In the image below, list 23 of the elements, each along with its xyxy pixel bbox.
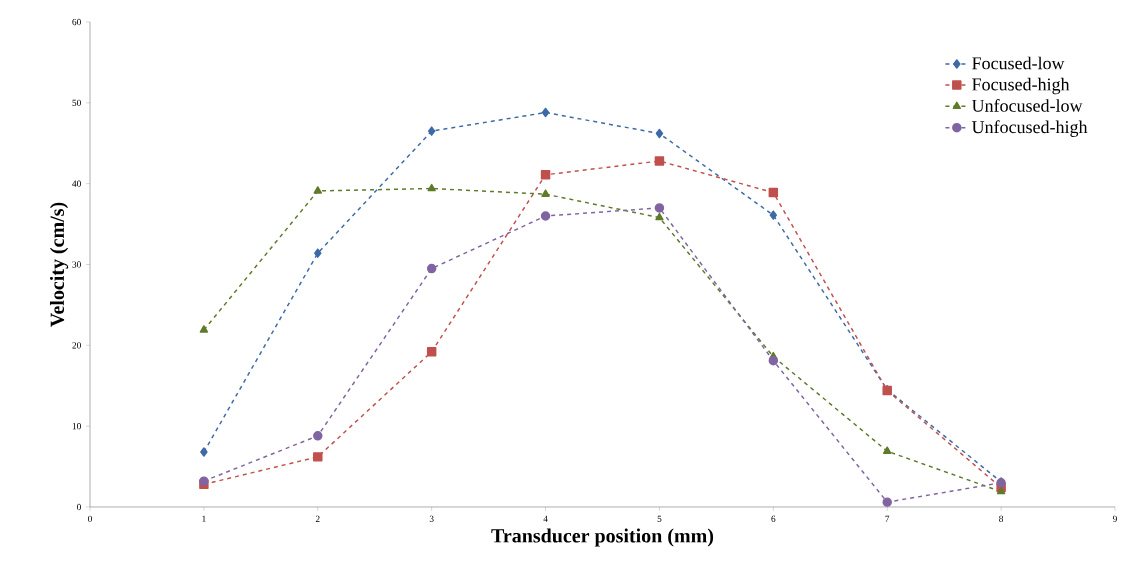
y-tick-label: 40	[72, 180, 81, 187]
x-tick-label: 9	[1112, 515, 1117, 522]
legend-label: Focused-low	[972, 56, 1065, 70]
y-tick-label: 20	[72, 342, 81, 349]
x-axis-title: Transducer position (mm)	[491, 528, 714, 547]
x-tick-label: 3	[429, 515, 434, 522]
y-tick-label: 10	[72, 423, 81, 430]
y-axis-title: Velocity (cm/s)	[49, 202, 69, 327]
x-tick-label: 0	[88, 515, 92, 522]
legend-label: Unfocused-low	[971, 99, 1083, 112]
x-tick-label: 4	[543, 515, 548, 522]
legend-label: Focused-high	[972, 77, 1070, 95]
x-tick-label: 8	[999, 515, 1004, 522]
y-tick-label: 0	[76, 503, 81, 511]
x-tick-label: 6	[771, 515, 776, 522]
y-tick-label: 60	[72, 18, 81, 26]
y-tick-label: 30	[72, 261, 81, 268]
x-tick-label: 5	[657, 515, 662, 522]
x-tick-label: 1	[202, 515, 206, 522]
y-tick-label: 50	[72, 99, 81, 106]
x-tick-label: 7	[885, 515, 890, 522]
x-tick-label: 2	[315, 515, 320, 522]
legend-label: Unfocused-high	[971, 120, 1088, 137]
